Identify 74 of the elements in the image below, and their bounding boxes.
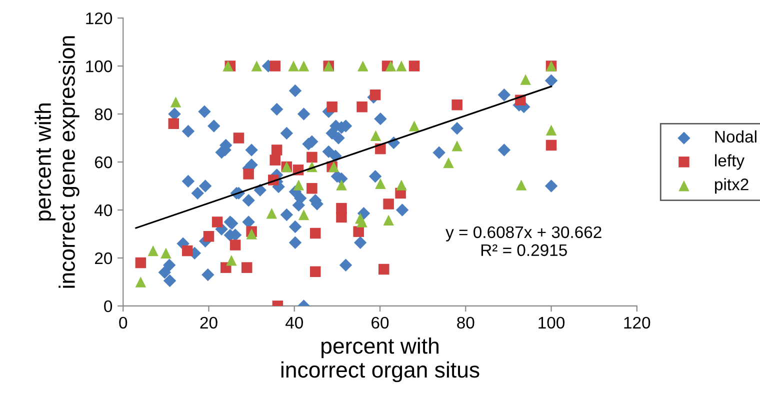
point xyxy=(212,216,223,228)
point xyxy=(222,60,234,72)
point xyxy=(336,180,347,190)
legend-label: lefty xyxy=(715,154,744,170)
point xyxy=(251,60,262,72)
point xyxy=(306,183,318,194)
point xyxy=(516,180,527,190)
point xyxy=(135,276,146,288)
point xyxy=(233,132,244,144)
point xyxy=(298,60,310,72)
y-tick-label: 0 xyxy=(104,300,112,312)
point xyxy=(246,228,257,240)
point xyxy=(383,214,394,226)
x-tick-label: 60 xyxy=(372,316,389,329)
x-tick-label: 40 xyxy=(285,316,303,329)
point xyxy=(443,157,454,168)
x-tick-label: 20 xyxy=(200,316,218,329)
point xyxy=(356,101,368,112)
point xyxy=(306,152,318,163)
y-tick-label: 80 xyxy=(94,108,112,120)
point xyxy=(310,228,321,239)
point xyxy=(408,120,420,132)
point xyxy=(293,180,304,190)
point xyxy=(182,245,193,256)
legend-label: pitx2 xyxy=(715,178,748,194)
point xyxy=(298,209,310,220)
point xyxy=(370,130,382,141)
legend-label: Nodal xyxy=(715,130,756,143)
point xyxy=(356,216,368,228)
point xyxy=(135,257,146,268)
y-tick-label: 20 xyxy=(95,252,112,264)
point xyxy=(452,100,462,110)
x-tick-label: 0 xyxy=(119,316,128,329)
y-tick-label: 100 xyxy=(86,60,112,72)
x-tick-label: 100 xyxy=(538,316,565,329)
point xyxy=(168,118,180,129)
point xyxy=(170,96,182,108)
point xyxy=(270,60,280,72)
point xyxy=(336,212,347,223)
point xyxy=(396,180,407,190)
y-tick-label: 60 xyxy=(95,156,112,168)
point xyxy=(310,266,321,278)
point xyxy=(378,264,390,275)
point xyxy=(408,60,420,72)
point xyxy=(452,140,462,152)
point xyxy=(370,89,381,100)
point xyxy=(357,60,368,72)
point xyxy=(288,60,299,72)
x-tick-label: 120 xyxy=(624,316,650,329)
point xyxy=(230,240,241,250)
point xyxy=(270,154,280,166)
annotation: y = 0.6087x + 30.662 R² = 0.2915 xyxy=(446,226,602,256)
point xyxy=(375,178,386,189)
point xyxy=(203,231,214,242)
point xyxy=(383,198,394,210)
point xyxy=(326,101,338,112)
point xyxy=(546,140,557,151)
x-axis-title: percent with incorrect organ situs xyxy=(281,337,480,382)
point xyxy=(520,74,531,85)
point xyxy=(226,254,237,266)
point xyxy=(241,262,252,273)
y-tick-label: 120 xyxy=(86,12,112,24)
x-tick-label: 80 xyxy=(457,316,474,329)
y-tick-label: 40 xyxy=(94,204,112,216)
point xyxy=(148,245,158,256)
point xyxy=(160,248,172,259)
y-axis-title: percent with incorrect gene expression xyxy=(34,36,80,288)
point xyxy=(396,60,407,72)
point xyxy=(546,124,557,136)
point xyxy=(353,226,364,237)
point xyxy=(385,60,396,72)
point xyxy=(266,208,278,219)
point xyxy=(271,144,282,156)
point xyxy=(243,168,254,180)
